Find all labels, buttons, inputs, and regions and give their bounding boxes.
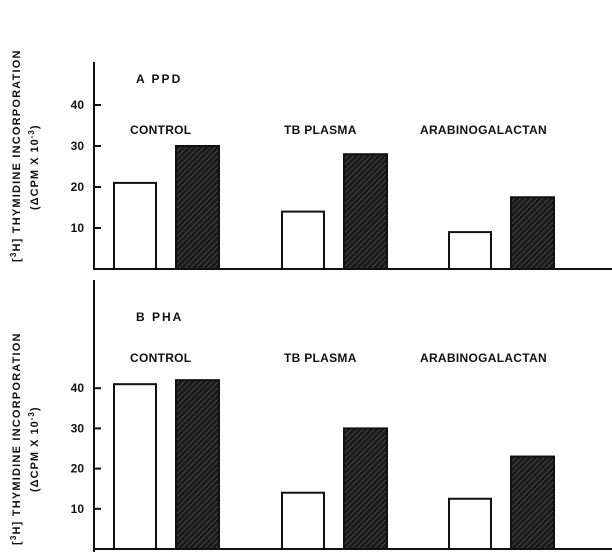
panel-a-bar-tb-plasma-open xyxy=(281,210,325,271)
svg-text:[3H] THYMIDINE INCORPORATION: [3H] THYMIDINE INCORPORATION xyxy=(9,49,23,262)
panel-a: 10 20 30 40 A PPD CONTROL TB PLASMA ARABINO… xyxy=(9,49,612,271)
panel-b-bar-tb-plasma-open xyxy=(281,491,325,550)
panel-a-y-tick-label-20: 20 xyxy=(71,180,85,194)
svg-text:(ΔCPM X 10-3): (ΔCPM X 10-3) xyxy=(27,407,41,493)
panel-a-y-label: [3H] THYMIDINE INCORPORATION xyxy=(9,49,23,262)
panel-b-label-tb-plasma: TB PLASMA xyxy=(284,351,357,365)
panel-a-label-arabinogalactan: ARABINOGALACTAN xyxy=(420,123,547,137)
panel-a-bar-arabinogalactan-open xyxy=(448,231,492,271)
panel-a-title: A PPD xyxy=(136,72,182,86)
panel-a-bar-control-hatched xyxy=(175,145,220,270)
panel-b-title: B PHA xyxy=(136,310,183,324)
panel-b: 10 20 30 40 B PHA CONTROL TB PLASMA ARABINO… xyxy=(9,280,612,552)
panel-a-y-label-text: THYMIDINE INCORPORATION xyxy=(11,49,23,237)
panel-b-bar-arabinogalactan-open xyxy=(448,497,492,550)
panel-a-y-units: (ΔCPM X 10-3) xyxy=(27,125,41,211)
panel-b-bar-tb-plasma-hatched xyxy=(343,427,388,550)
panel-b-bar-control-open xyxy=(113,383,157,550)
panel-b-y-label-text: THYMIDINE INCORPORATION xyxy=(11,332,23,520)
panel-a-label-control: CONTROL xyxy=(130,123,191,137)
panel-a-y-tick-label-30: 30 xyxy=(71,139,85,153)
svg-text:(ΔCPM X 10-3): (ΔCPM X 10-3) xyxy=(27,125,41,211)
panel-b-y-tick-label-30: 30 xyxy=(71,421,85,435)
panel-b-y-tick-label-40: 40 xyxy=(71,381,85,395)
panel-b-label-arabinogalactan: ARABINOGALACTAN xyxy=(420,351,547,365)
panel-b-y-tick-label-10: 10 xyxy=(71,502,85,516)
panel-b-bar-control-hatched xyxy=(175,379,220,550)
panel-a-y-tick-label-40: 40 xyxy=(71,98,85,112)
panel-b-label-control: CONTROL xyxy=(130,351,191,365)
panel-b-bar-arabinogalactan-hatched xyxy=(510,455,555,551)
panel-a-y-tick-label-10: 10 xyxy=(71,221,85,235)
panel-a-bar-tb-plasma-hatched xyxy=(343,153,388,270)
svg-text:[3H] THYMIDINE INCORPORATION: [3H] THYMIDINE INCORPORATION xyxy=(9,332,23,545)
panel-a-bar-control-open xyxy=(113,181,157,270)
panel-b-y-tick-label-20: 20 xyxy=(71,462,85,476)
panel-b-y-units: (ΔCPM X 10-3) xyxy=(27,407,41,493)
panel-b-y-label: [3H] THYMIDINE INCORPORATION xyxy=(9,332,23,545)
panel-a-bar-arabinogalactan-hatched xyxy=(510,196,555,270)
panel-a-label-tb-plasma: TB PLASMA xyxy=(284,123,357,137)
